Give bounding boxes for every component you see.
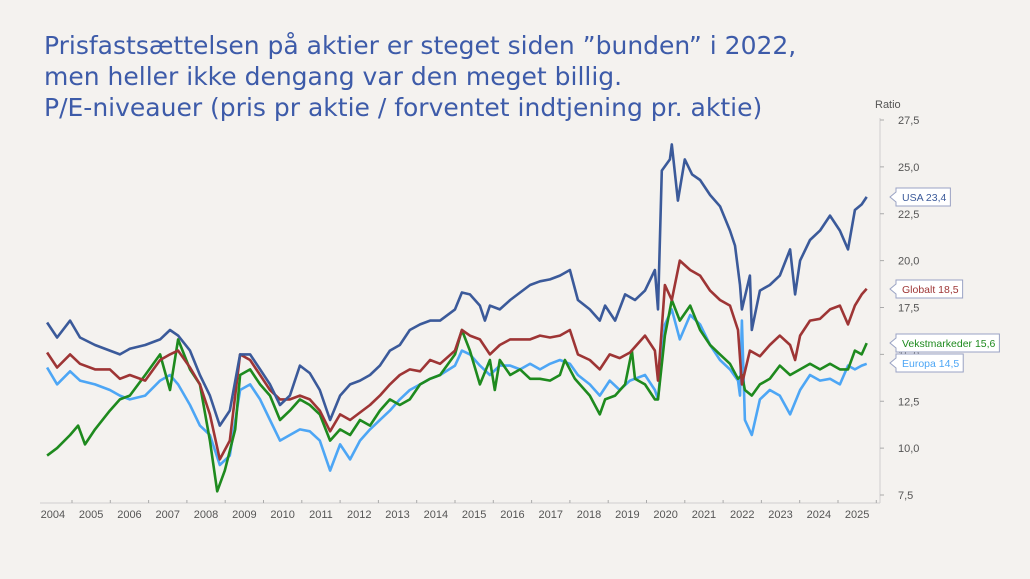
x-tick-label: 2005: [79, 509, 103, 521]
callout-box: [889, 279, 964, 299]
x-tick-label: 2019: [615, 509, 639, 521]
x-tick-label: 2024: [807, 509, 831, 521]
callout-box: [889, 353, 964, 373]
x-tick-label: 2023: [768, 509, 792, 521]
x-tick-label: 2022: [730, 509, 754, 521]
y-tick-label: 10,0: [898, 443, 919, 455]
callout-label: USA 23,4: [902, 192, 947, 204]
x-tick-label: 2015: [462, 509, 486, 521]
callout-globalt: Globalt 18,5: [889, 279, 964, 299]
y-tick-label: 7,5: [898, 490, 913, 502]
x-tick-label: 2021: [692, 509, 716, 521]
y-tick-label: 12,5: [898, 396, 919, 408]
callout-box: [889, 187, 951, 207]
title-line-2: men heller ikke dengang var den meget bi…: [44, 62, 623, 91]
y-tick-label: 27,5: [898, 115, 919, 127]
x-tick-label: 2013: [385, 509, 409, 521]
callout-box: [889, 333, 1000, 353]
x-tick-label: 2004: [41, 509, 65, 521]
series-line-usa: [46, 143, 868, 427]
x-tick-label: 2020: [653, 509, 677, 521]
callout-label: Globalt 18,5: [902, 284, 959, 296]
x-tick-label: 2014: [424, 509, 448, 521]
callout-usa: USA 23,4: [889, 187, 951, 207]
callout-label: Vekstmarkeder 15,6: [902, 338, 996, 350]
title-line-1: Prisfastsættelsen på aktier er steget si…: [44, 31, 797, 60]
y-tick-label: 20,0: [898, 256, 919, 268]
x-tick-label: 2009: [232, 509, 256, 521]
series-callouts: USA 23,4 Globalt 18,5 Vekstmarkeder 15,6 Eu…: [889, 187, 1000, 373]
x-tick-label: 2012: [347, 509, 371, 521]
chart-title: Prisfastsættelsen på aktier er steget si…: [44, 30, 796, 123]
x-tick-label: 2010: [270, 509, 294, 521]
x-tick-label: 2007: [156, 509, 180, 521]
x-tick-label: 2006: [117, 509, 141, 521]
series-lines: [45, 143, 868, 493]
axes: Ratio27,525,022,520,017,515,012,510,07,5…: [40, 99, 919, 521]
title-line-3: P/E-niveauer (pris pr aktie / forventet …: [44, 93, 763, 122]
series-line-globalt: [46, 259, 868, 461]
y-tick-label: 17,5: [898, 303, 919, 315]
x-tick-label: 2025: [845, 509, 869, 521]
y-tick-label: 25,0: [898, 162, 919, 174]
series-line-europa: [45, 308, 868, 472]
y-axis-title: Ratio: [875, 99, 901, 111]
x-tick-label: 2011: [309, 509, 333, 521]
y-tick-label: 22,5: [898, 209, 919, 221]
callout-europa: Europa 14,5: [889, 353, 964, 373]
x-tick-label: 2016: [500, 509, 524, 521]
callout-label: Europa 14,5: [902, 358, 959, 370]
callout-vekstmarkeder: Vekstmarkeder 15,6: [889, 333, 1000, 353]
x-tick-label: 2018: [577, 509, 601, 521]
x-tick-label: 2008: [194, 509, 218, 521]
x-tick-label: 2017: [539, 509, 563, 521]
